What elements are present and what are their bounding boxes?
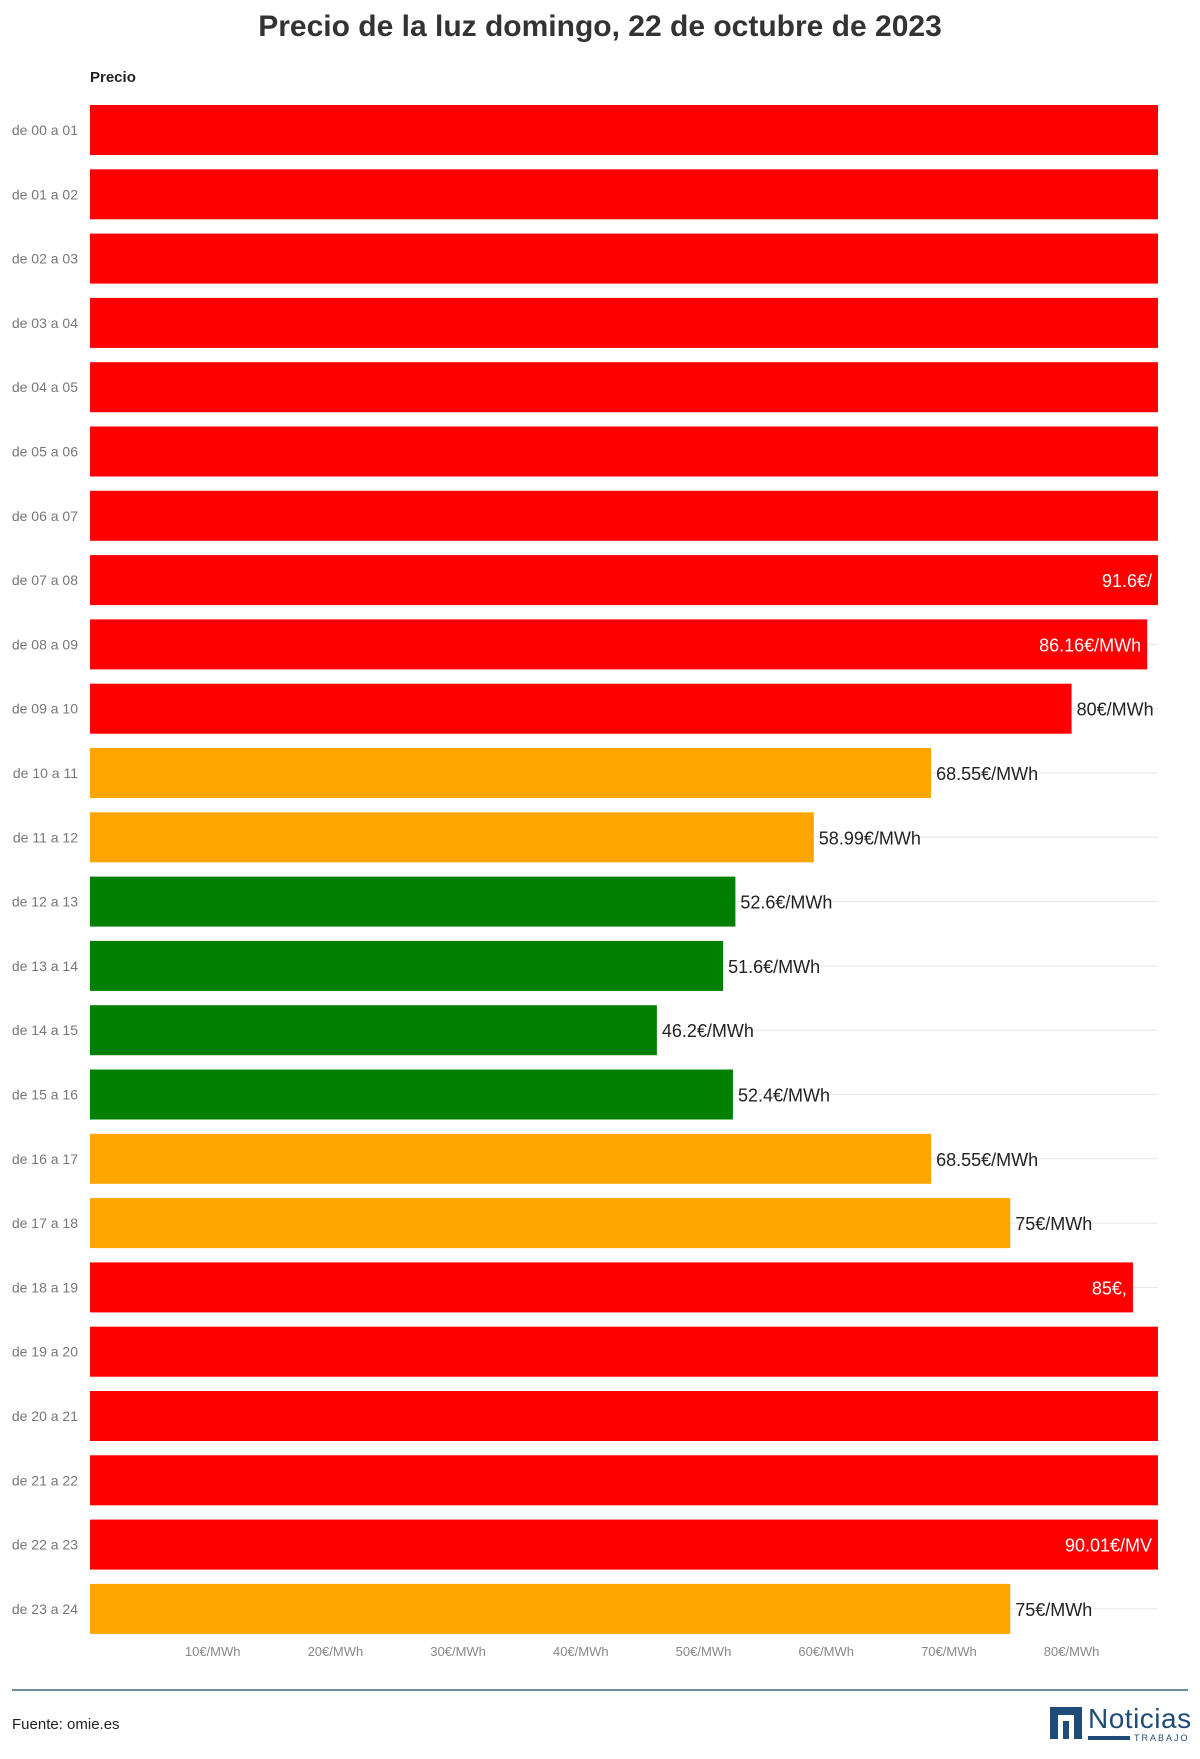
bar	[90, 683, 1072, 734]
x-tick-label: 50€/MWh	[676, 1644, 732, 1659]
logo-icon	[1050, 1707, 1082, 1739]
series-label: Precio	[90, 69, 136, 86]
bar	[90, 1391, 1158, 1441]
chart-title: Precio de la luz domingo, 22 de octubre …	[258, 10, 942, 43]
bar	[90, 297, 1158, 348]
category-label: de 16 a 17	[12, 1151, 78, 1167]
category-label: de 05 a 06	[12, 444, 78, 460]
category-label: de 09 a 10	[12, 701, 78, 717]
category-label: de 20 a 21	[12, 1408, 78, 1424]
bar	[90, 1198, 1011, 1249]
x-tick-label: 40€/MWh	[553, 1644, 609, 1659]
category-label: de 08 a 09	[12, 636, 78, 652]
x-tick-label: 80€/MWh	[1044, 1644, 1100, 1659]
x-tick-label: 30€/MWh	[430, 1644, 486, 1659]
bar	[90, 940, 724, 991]
bar	[90, 1519, 1158, 1570]
x-tick-label: 10€/MWh	[185, 1644, 241, 1659]
bar	[90, 169, 1158, 220]
source-note: Fuente: omie.es	[12, 1716, 120, 1733]
data-label: 91.6€/	[1102, 571, 1152, 591]
data-label: 85€,	[1092, 1278, 1127, 1298]
data-label: 68.55€/MWh	[936, 764, 1038, 784]
bar	[90, 1133, 932, 1184]
logo-subtext: TRABAJO	[1134, 1733, 1190, 1743]
data-label: 46.2€/MWh	[662, 1021, 754, 1041]
bar	[90, 105, 1158, 155]
data-label: 58.99€/MWh	[819, 828, 921, 848]
category-label: de 12 a 13	[12, 894, 78, 910]
category-label: de 15 a 16	[12, 1087, 78, 1103]
bar	[90, 1262, 1133, 1313]
bar	[90, 812, 814, 863]
data-label: 80€/MWh	[1077, 700, 1154, 720]
bar	[90, 233, 1158, 284]
category-label: de 04 a 05	[12, 379, 78, 395]
brand-logo: Noticias TRABAJO	[1050, 1703, 1192, 1745]
bar	[90, 555, 1158, 606]
category-label: de 13 a 14	[12, 958, 78, 974]
logo-text: Noticias	[1088, 1703, 1192, 1734]
category-label: de 19 a 20	[12, 1344, 78, 1360]
x-tick-label: 70€/MWh	[921, 1644, 977, 1659]
bar	[90, 748, 932, 798]
category-label: de 23 a 24	[12, 1601, 78, 1617]
bar	[90, 1583, 1011, 1634]
data-label: 86.16€/MWh	[1039, 635, 1141, 655]
bar-chart: Precio de 00 a 01 de 01 a 02 de 02 a 03 de 0…	[12, 69, 1158, 1659]
category-label: de 00 a 01	[12, 122, 78, 138]
category-label: de 06 a 07	[12, 508, 78, 524]
bar	[90, 1326, 1158, 1377]
bar	[90, 426, 1158, 477]
data-label: 68.55€/MWh	[936, 1150, 1038, 1170]
bar	[90, 1005, 657, 1056]
bar	[90, 362, 1158, 413]
category-label: de 11 a 12	[13, 829, 78, 845]
category-label: de 18 a 19	[12, 1279, 78, 1295]
category-label: de 10 a 11	[13, 765, 78, 781]
x-tick-label: 60€/MWh	[798, 1644, 854, 1659]
category-label: de 01 a 02	[12, 186, 78, 202]
footer-divider	[12, 1689, 1188, 1691]
bar	[90, 1069, 733, 1120]
bar	[90, 619, 1148, 670]
category-label: de 22 a 23	[12, 1537, 78, 1553]
category-label: de 21 a 22	[12, 1472, 78, 1488]
category-label: de 14 a 15	[12, 1022, 78, 1038]
data-label: 90.01€/MV	[1065, 1536, 1152, 1556]
data-label: 75€/MWh	[1015, 1214, 1092, 1234]
category-label: de 07 a 08	[12, 572, 78, 588]
category-label: de 03 a 04	[12, 315, 78, 331]
data-label: 52.4€/MWh	[738, 1086, 830, 1106]
category-label: de 02 a 03	[12, 251, 78, 267]
category-label: de 17 a 18	[12, 1215, 78, 1231]
bar	[90, 876, 736, 927]
data-label: 75€/MWh	[1015, 1600, 1092, 1620]
x-tick-label: 20€/MWh	[308, 1644, 364, 1659]
data-label: 51.6€/MWh	[728, 957, 820, 977]
bar	[90, 490, 1158, 541]
data-label: 52.6€/MWh	[740, 893, 832, 913]
bar	[90, 1455, 1158, 1506]
